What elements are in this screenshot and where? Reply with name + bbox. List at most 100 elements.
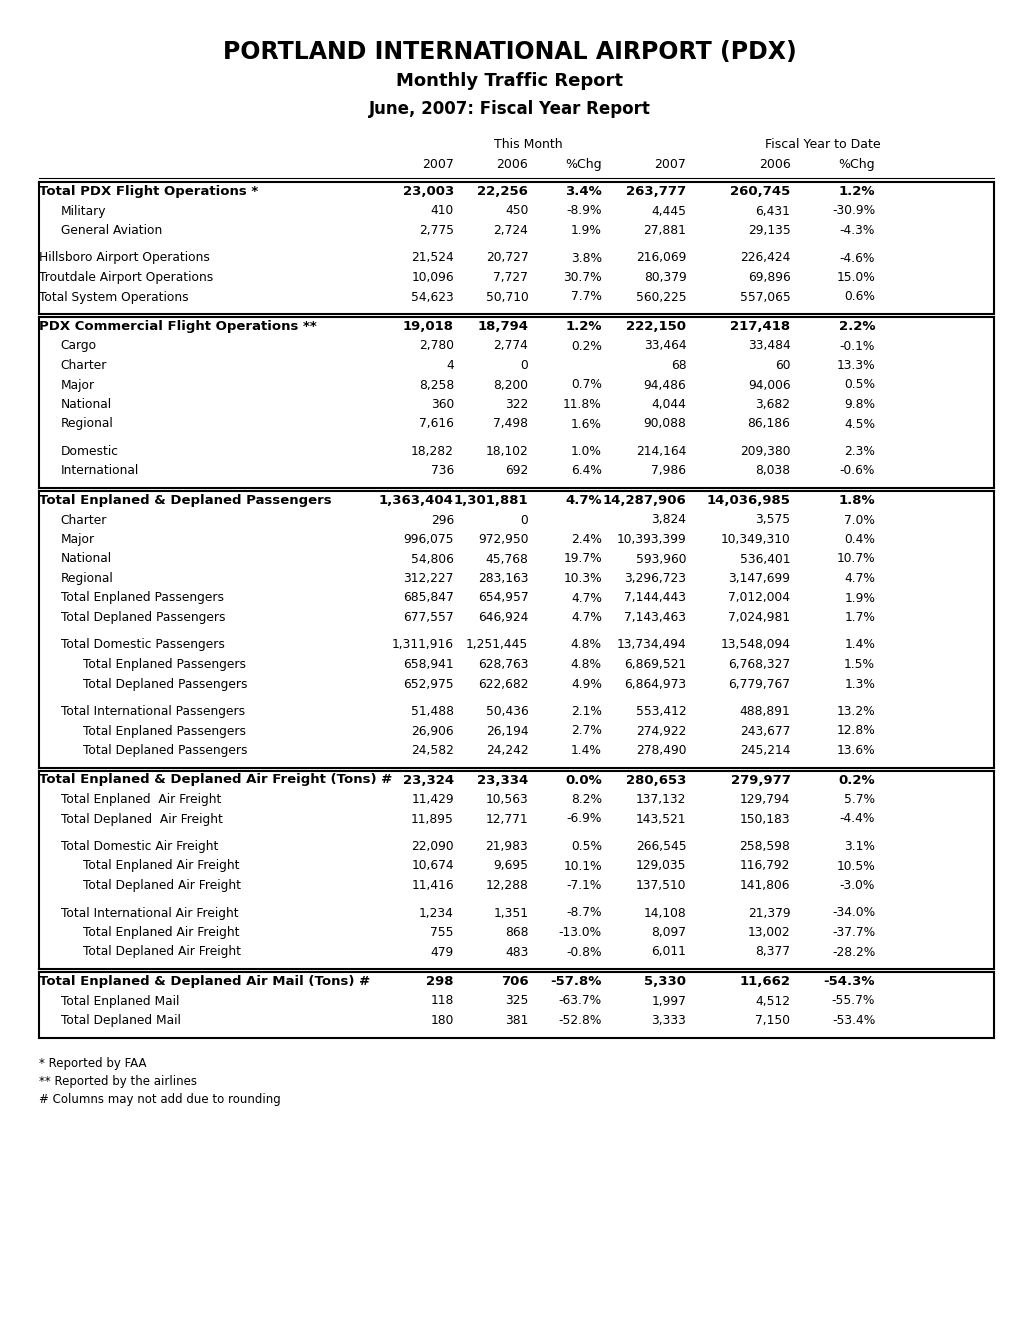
Text: 222,150: 222,150: [626, 319, 686, 333]
Text: Total Deplaned Mail: Total Deplaned Mail: [61, 1014, 180, 1027]
Text: 4.8%: 4.8%: [571, 639, 601, 652]
Text: 33,484: 33,484: [747, 339, 790, 352]
Text: 21,379: 21,379: [747, 907, 790, 920]
Text: 4,512: 4,512: [755, 994, 790, 1007]
Text: 263,777: 263,777: [626, 185, 686, 198]
Text: 129,794: 129,794: [740, 793, 790, 807]
Text: 483: 483: [504, 945, 528, 958]
Text: 536,401: 536,401: [739, 553, 790, 565]
Text: 5.7%: 5.7%: [844, 793, 874, 807]
Text: 1.2%: 1.2%: [838, 185, 874, 198]
Text: 2,724: 2,724: [493, 224, 528, 238]
Text: 209,380: 209,380: [739, 445, 790, 458]
Text: 266,545: 266,545: [635, 840, 686, 853]
Text: -63.7%: -63.7%: [558, 994, 601, 1007]
Text: 2,780: 2,780: [419, 339, 453, 352]
Text: 23,334: 23,334: [477, 774, 528, 787]
Text: 360: 360: [430, 399, 453, 411]
Text: 652,975: 652,975: [403, 677, 453, 690]
Text: Domestic: Domestic: [61, 445, 118, 458]
Text: 0.2%: 0.2%: [838, 774, 874, 787]
Text: 24,242: 24,242: [485, 744, 528, 756]
Text: -6.9%: -6.9%: [566, 813, 601, 825]
Text: 8,258: 8,258: [418, 379, 453, 392]
Text: 654,957: 654,957: [477, 591, 528, 605]
Text: 22,256: 22,256: [477, 185, 528, 198]
Text: 13.2%: 13.2%: [836, 705, 874, 718]
Text: 24,582: 24,582: [411, 744, 453, 756]
Text: Total Enplaned & Deplaned Passengers: Total Enplaned & Deplaned Passengers: [39, 494, 331, 507]
Text: 7,150: 7,150: [755, 1014, 790, 1027]
Text: 1.0%: 1.0%: [571, 445, 601, 458]
Text: 7,986: 7,986: [651, 465, 686, 478]
Text: 14,287,906: 14,287,906: [602, 494, 686, 507]
Text: 1,251,445: 1,251,445: [466, 639, 528, 652]
Text: 8,038: 8,038: [755, 465, 790, 478]
Text: 9,695: 9,695: [493, 859, 528, 873]
Text: 553,412: 553,412: [635, 705, 686, 718]
Text: -0.1%: -0.1%: [839, 339, 874, 352]
Text: 972,950: 972,950: [477, 533, 528, 546]
Text: 26,194: 26,194: [485, 725, 528, 738]
Text: 118: 118: [430, 994, 453, 1007]
Text: 10,393,399: 10,393,399: [616, 533, 686, 546]
Text: Total Enplaned Passengers: Total Enplaned Passengers: [83, 725, 246, 738]
Text: 11.8%: 11.8%: [562, 399, 601, 411]
Text: 4.9%: 4.9%: [571, 677, 601, 690]
Text: Total System Operations: Total System Operations: [39, 290, 189, 304]
Text: 10.3%: 10.3%: [562, 572, 601, 585]
Text: 312,227: 312,227: [404, 572, 453, 585]
Text: -4.6%: -4.6%: [839, 252, 874, 264]
Text: 20,727: 20,727: [485, 252, 528, 264]
Text: 10,674: 10,674: [411, 859, 453, 873]
Text: 2,775: 2,775: [419, 224, 453, 238]
Text: 685,847: 685,847: [403, 591, 453, 605]
Text: Monthly Traffic Report: Monthly Traffic Report: [396, 73, 623, 90]
Text: 1,363,404: 1,363,404: [379, 494, 453, 507]
Text: 2007: 2007: [654, 158, 686, 172]
Text: 560,225: 560,225: [635, 290, 686, 304]
Text: 7,727: 7,727: [493, 271, 528, 284]
Text: 23,324: 23,324: [403, 774, 453, 787]
Text: 10,563: 10,563: [485, 793, 528, 807]
Text: June, 2007: Fiscal Year Report: June, 2007: Fiscal Year Report: [369, 100, 650, 117]
Text: 94,006: 94,006: [747, 379, 790, 392]
Text: -37.7%: -37.7%: [832, 927, 874, 939]
Text: This Month: This Month: [493, 139, 561, 150]
Text: 3,333: 3,333: [651, 1014, 686, 1027]
Text: 3.4%: 3.4%: [565, 185, 601, 198]
Text: 22,090: 22,090: [411, 840, 453, 853]
Text: -30.9%: -30.9%: [832, 205, 874, 218]
Text: 116,792: 116,792: [740, 859, 790, 873]
Text: 7,024,981: 7,024,981: [728, 611, 790, 624]
Text: 3,575: 3,575: [755, 513, 790, 527]
Text: National: National: [61, 399, 112, 411]
Text: 18,102: 18,102: [485, 445, 528, 458]
Text: Total Enplaned & Deplaned Air Mail (Tons) #: Total Enplaned & Deplaned Air Mail (Tons…: [39, 975, 370, 987]
Text: 7.0%: 7.0%: [844, 513, 874, 527]
Text: 1.5%: 1.5%: [844, 657, 874, 671]
Text: 50,710: 50,710: [485, 290, 528, 304]
Text: -0.8%: -0.8%: [566, 945, 601, 958]
Text: %Chg: %Chg: [565, 158, 601, 172]
Text: -4.3%: -4.3%: [839, 224, 874, 238]
Text: 2007: 2007: [422, 158, 453, 172]
Text: 86,186: 86,186: [747, 417, 790, 430]
Text: -52.8%: -52.8%: [557, 1014, 601, 1027]
Text: Total Enplaned Passengers: Total Enplaned Passengers: [61, 591, 223, 605]
Text: Regional: Regional: [61, 417, 113, 430]
Text: 658,941: 658,941: [403, 657, 453, 671]
Text: 50,436: 50,436: [485, 705, 528, 718]
Text: 6,779,767: 6,779,767: [728, 677, 790, 690]
Text: 137,132: 137,132: [636, 793, 686, 807]
Text: 3,824: 3,824: [651, 513, 686, 527]
Text: 1,311,916: 1,311,916: [391, 639, 453, 652]
Text: 3,296,723: 3,296,723: [624, 572, 686, 585]
Text: Total Deplaned Air Freight: Total Deplaned Air Freight: [83, 879, 240, 892]
Text: 18,282: 18,282: [411, 445, 453, 458]
Text: 2006: 2006: [496, 158, 528, 172]
Text: 0.0%: 0.0%: [565, 774, 601, 787]
Text: 4.7%: 4.7%: [571, 611, 601, 624]
Text: 10,349,310: 10,349,310: [720, 533, 790, 546]
Text: 150,183: 150,183: [739, 813, 790, 825]
